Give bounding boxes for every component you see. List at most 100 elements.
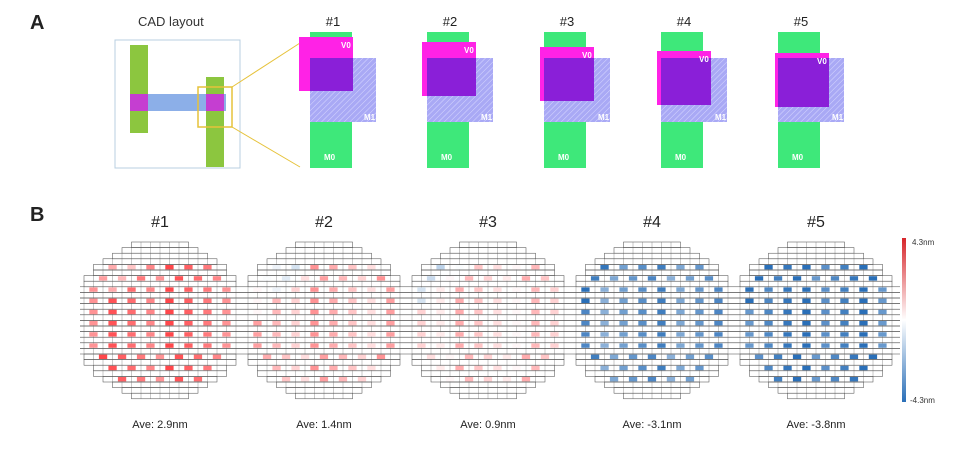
measurement-site — [685, 354, 695, 359]
measurement-site — [174, 354, 184, 359]
m1-label: M1 — [481, 113, 493, 122]
measurement-site — [222, 287, 231, 292]
measurement-site — [272, 343, 281, 348]
measurement-site — [550, 298, 559, 303]
measurement-site — [474, 365, 483, 371]
measurement-site — [531, 321, 540, 326]
measurement-site — [367, 321, 376, 326]
scale-min-label: -4.3nm — [910, 396, 935, 405]
wafer-row — [244, 342, 408, 349]
wafer-row — [572, 308, 736, 316]
wafer-row — [736, 292, 900, 299]
measurement-site — [628, 377, 638, 382]
measurement-site — [483, 276, 493, 281]
measurement-site — [386, 298, 395, 303]
measurement-site — [792, 354, 802, 359]
via-overlay-case: V0 M1 M0 — [775, 32, 844, 168]
measurement-site — [184, 298, 193, 303]
measurement-site — [417, 298, 426, 303]
measurement-site — [792, 276, 802, 281]
measurement-site — [310, 287, 319, 292]
measurement-site — [348, 265, 357, 270]
measurement-site — [502, 276, 512, 281]
measurement-site — [108, 343, 117, 348]
measurement-site — [840, 343, 849, 348]
measurement-site — [300, 354, 310, 359]
measurement-site — [98, 354, 108, 359]
measurement-site — [445, 354, 455, 359]
measurement-site — [609, 377, 619, 382]
v0-m1-overlap — [778, 58, 829, 107]
measurement-site — [184, 321, 193, 326]
measurement-site — [783, 343, 792, 348]
measurement-site — [417, 309, 426, 315]
wafer-row — [572, 297, 736, 304]
wafer-row — [408, 286, 572, 293]
measurement-site — [521, 377, 531, 382]
measurement-site — [647, 276, 657, 281]
measurement-site — [262, 276, 272, 281]
measurement-site — [581, 321, 590, 326]
measurement-site — [436, 321, 445, 326]
wafer-row — [408, 308, 572, 316]
wafer-row — [80, 297, 244, 304]
measurement-site — [203, 287, 212, 292]
measurement-site — [512, 321, 521, 326]
wafer-row — [408, 336, 572, 344]
measurement-site — [272, 309, 281, 315]
wafer-row — [244, 297, 408, 304]
measurement-site — [619, 332, 628, 337]
measurement-site — [338, 377, 348, 382]
measurement-site — [117, 354, 127, 359]
m0-label: M0 — [558, 153, 570, 162]
measurement-site — [98, 276, 108, 281]
measurement-site — [386, 309, 395, 315]
measurement-site — [531, 298, 540, 303]
measurement-site — [764, 265, 773, 270]
measurement-site — [830, 377, 840, 382]
v0-m1-overlap — [310, 58, 353, 91]
measurement-site — [212, 276, 222, 281]
measurement-site — [512, 332, 521, 337]
measurement-site — [483, 354, 493, 359]
measurement-site — [272, 287, 281, 292]
measurement-site — [695, 332, 704, 337]
average-offset-label: Ave: 1.4nm — [296, 419, 352, 431]
measurement-site — [474, 343, 483, 348]
measurement-site — [348, 321, 357, 326]
measurement-site — [581, 332, 590, 337]
measurement-site — [638, 365, 647, 371]
measurement-site — [155, 377, 165, 382]
measurement-site — [600, 265, 609, 270]
v0-m1-overlap — [427, 58, 476, 96]
measurement-site — [638, 309, 647, 315]
measurement-site — [666, 276, 676, 281]
measurement-site — [89, 298, 98, 303]
measurement-site — [127, 343, 136, 348]
v0-m1-overlap — [661, 58, 711, 105]
measurement-site — [310, 298, 319, 303]
measurement-site — [802, 343, 811, 348]
measurement-site — [821, 309, 830, 315]
measurement-site — [600, 287, 609, 292]
average-offset-label: Ave: -3.8nm — [786, 419, 846, 431]
measurement-site — [695, 321, 704, 326]
measurement-site — [193, 354, 203, 359]
measurement-site — [376, 354, 386, 359]
wafer-row — [572, 314, 736, 321]
measurement-site — [676, 332, 685, 337]
measurement-site — [783, 332, 792, 337]
measurement-site — [222, 309, 231, 315]
measurement-site — [540, 276, 550, 281]
wafer-map — [408, 241, 572, 400]
measurement-site — [821, 265, 830, 270]
measurement-site — [155, 354, 165, 359]
measurement-site — [165, 332, 174, 337]
measurement-site — [348, 365, 357, 371]
cad-highlight-box — [197, 86, 233, 128]
measurement-site — [193, 276, 203, 281]
measurement-site — [512, 265, 521, 270]
measurement-site — [253, 309, 262, 315]
v0-m1-overlap — [544, 58, 594, 101]
measurement-site — [426, 276, 436, 281]
